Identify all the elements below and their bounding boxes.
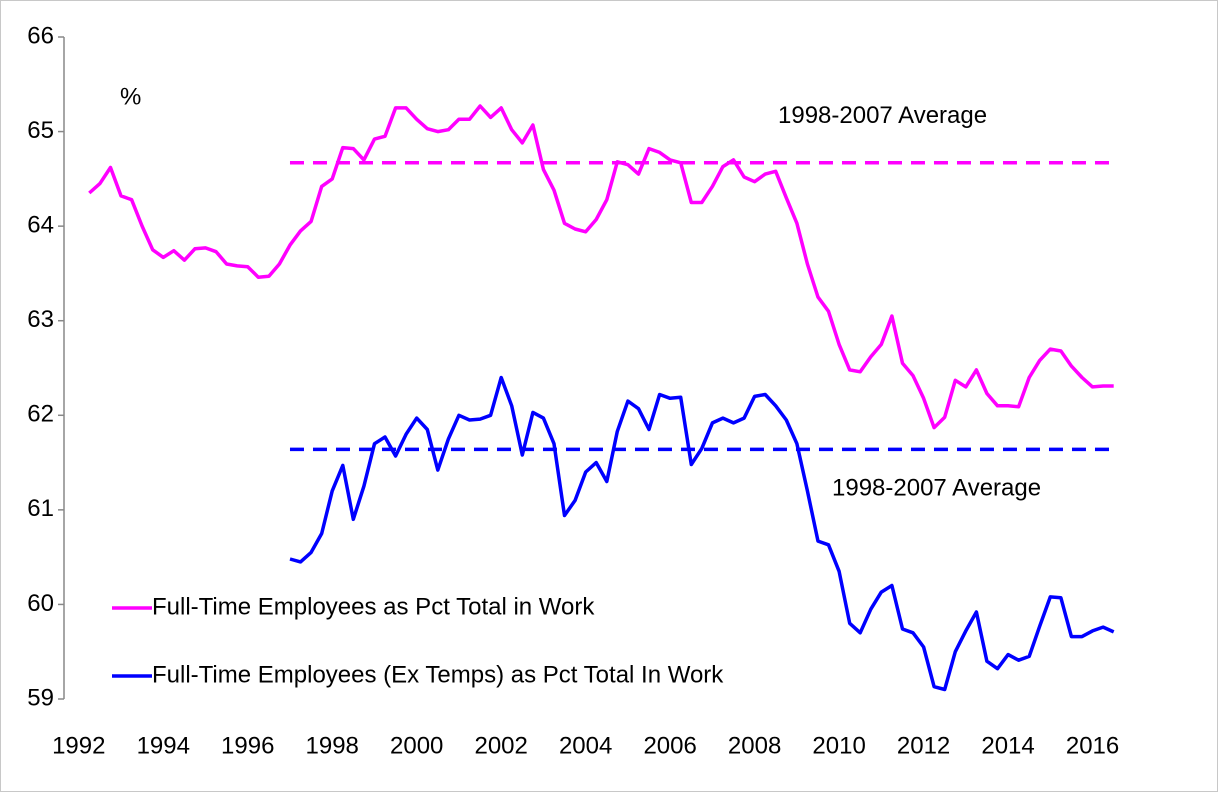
x-tick-label: 2016 (1066, 732, 1119, 759)
y-tick-label: 60 (27, 590, 54, 617)
line-series (88, 104, 1114, 430)
x-tick-label: 2014 (981, 732, 1034, 759)
x-tick-label: 1996 (221, 732, 274, 759)
x-tick-label: 2010 (812, 732, 865, 759)
x-tick-label: 2002 (474, 732, 527, 759)
y-tick-label: 65 (27, 117, 54, 144)
x-tick-label: 2000 (390, 732, 443, 759)
x-tick-label: 2008 (728, 732, 781, 759)
legend-label: Full-Time Employees as Pct Total in Work (152, 593, 595, 620)
y-tick-label: 64 (27, 211, 54, 238)
x-tick-label: 2004 (559, 732, 612, 759)
x-tick-label: 1998 (306, 732, 359, 759)
x-tick-label: 1992 (52, 732, 105, 759)
average-label: 1998-2007 Average (778, 102, 987, 129)
average-label: 1998-2007 Average (832, 475, 1041, 502)
y-tick-label: 61 (27, 495, 54, 522)
line-series (289, 375, 1115, 692)
y-axis-label: % (120, 83, 141, 110)
x-tick-label: 2006 (643, 732, 696, 759)
y-tick-label: 66 (27, 22, 54, 49)
y-tick-label: 62 (27, 401, 54, 428)
x-tick-label: 1994 (137, 732, 190, 759)
y-tick-label: 59 (27, 684, 54, 711)
y-tick-label: 63 (27, 306, 54, 333)
legend-label: Full-Time Employees (Ex Temps) as Pct To… (152, 661, 724, 688)
x-tick-label: 2012 (897, 732, 950, 759)
